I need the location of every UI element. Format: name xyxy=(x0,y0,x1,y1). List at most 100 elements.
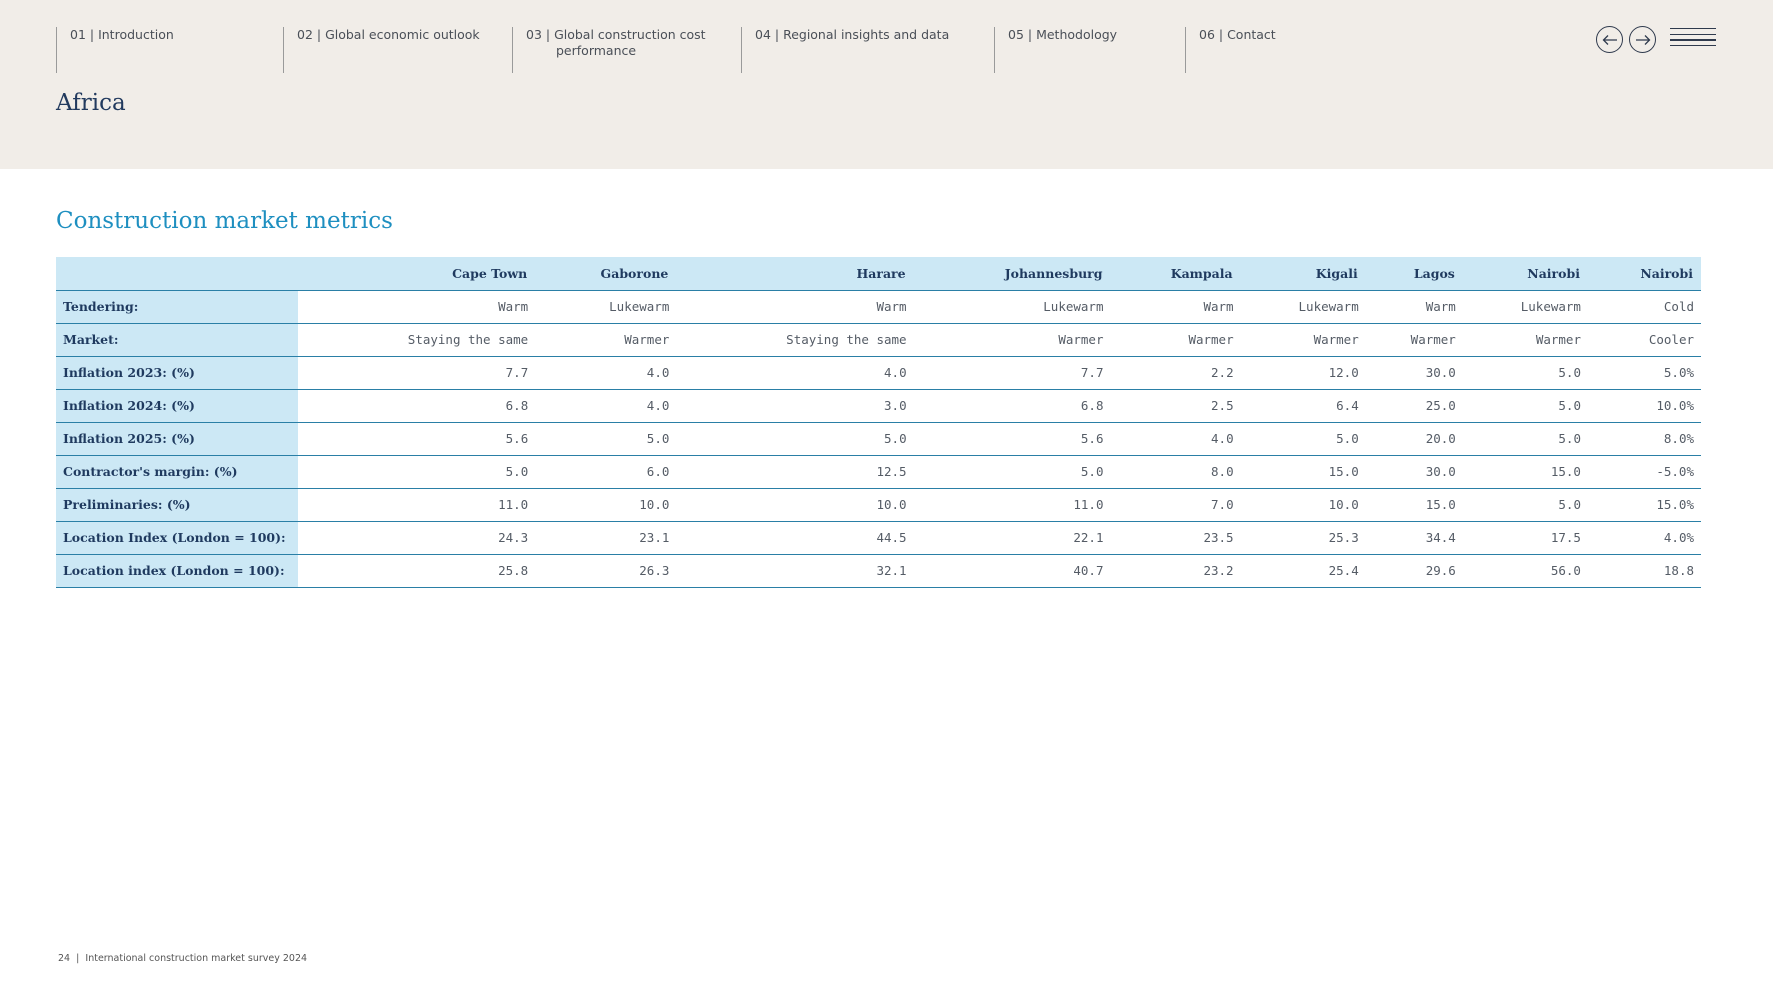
table-cell: 5.0 xyxy=(1462,389,1588,423)
table-cell: 6.0 xyxy=(535,455,677,489)
table-cell: 18.8 xyxy=(1587,554,1701,588)
table-cell: 10.0% xyxy=(1587,389,1701,423)
table-cell: 6.8 xyxy=(298,389,536,423)
table-cell: 4.0 xyxy=(676,356,914,390)
nav-item-introduction[interactable]: 01 | Introduction xyxy=(56,27,284,73)
table-cell: Warm xyxy=(1110,290,1241,324)
table-cell: 22.1 xyxy=(913,521,1111,555)
table-cell: 30.0 xyxy=(1365,356,1463,390)
construction-metrics-table: Cape Town Gaborone Harare Johannesburg K… xyxy=(56,257,1701,588)
table-cell: 2.2 xyxy=(1110,356,1241,390)
table-cell: 25.8 xyxy=(298,554,536,588)
table-cell: 10.0 xyxy=(535,488,677,522)
column-header: Cape Town xyxy=(298,257,536,291)
table-cell: 5.6 xyxy=(913,422,1111,456)
table-cell: 7.7 xyxy=(298,356,536,390)
table-cell: 5.0% xyxy=(1587,356,1701,390)
row-label: Preliminaries: (%) xyxy=(56,488,298,522)
nav-item-contact[interactable]: 06 | Contact xyxy=(1185,27,1345,73)
table-cell: 2.5 xyxy=(1110,389,1241,423)
table-cell: 4.0 xyxy=(535,356,677,390)
row-label: Inflation 2025: (%) xyxy=(56,422,298,456)
table-cell: Lukewarm xyxy=(535,290,677,324)
table-cell: Lukewarm xyxy=(1240,290,1366,324)
nav-item-label-line2: performance xyxy=(556,43,637,58)
column-header: Gaborone xyxy=(535,257,677,291)
column-header: Lagos xyxy=(1365,257,1463,291)
table-cell: 5.0 xyxy=(1462,488,1588,522)
table-cell: 23.2 xyxy=(1110,554,1241,588)
table-cell: 56.0 xyxy=(1462,554,1588,588)
table-cell: Warmer xyxy=(1110,323,1241,357)
table-cell: Lukewarm xyxy=(1462,290,1588,324)
footer-publication-title: International construction market survey… xyxy=(85,953,308,964)
table-cell: 44.5 xyxy=(676,521,914,555)
table-cell: 29.6 xyxy=(1365,554,1463,588)
table-cell: 23.5 xyxy=(1110,521,1241,555)
table-cell: 25.4 xyxy=(1240,554,1366,588)
column-header: Kampala xyxy=(1110,257,1241,291)
table-row: Location index (London = 100): 25.8 26.3 32… xyxy=(56,554,1701,588)
nav-item-label: 04 | Regional insights and data xyxy=(755,27,950,42)
next-page-button[interactable] xyxy=(1629,26,1656,53)
nav-item-regional-insights[interactable]: 04 | Regional insights and data xyxy=(741,27,994,73)
table-cell: 40.7 xyxy=(913,554,1111,588)
row-label: Contractor's margin: (%) xyxy=(56,455,298,489)
table-cell: 7.7 xyxy=(913,356,1111,390)
table-cell: 8.0% xyxy=(1587,422,1701,456)
column-header: Johannesburg xyxy=(913,257,1111,291)
table-cell: Staying the same xyxy=(298,323,536,357)
nav-item-label: 02 | Global economic outlook xyxy=(297,27,480,42)
row-label: Inflation 2023: (%) xyxy=(56,356,298,390)
table-cell: 5.0 xyxy=(535,422,677,456)
table-cell: Staying the same xyxy=(676,323,914,357)
page-footer: 24 | International construction market s… xyxy=(58,953,307,964)
row-label: Location Index (London = 100): xyxy=(56,521,298,555)
table-cell: 30.0 xyxy=(1365,455,1463,489)
table-cell: Cold xyxy=(1587,290,1701,324)
hamburger-menu-icon[interactable] xyxy=(1670,28,1716,50)
table-cell: 5.0 xyxy=(676,422,914,456)
row-label: Tendering: xyxy=(56,290,298,324)
table-cell: 6.4 xyxy=(1240,389,1366,423)
previous-page-button[interactable] xyxy=(1596,26,1623,53)
nav-item-label: 03 | Global construction cost xyxy=(526,27,706,42)
table-cell: Warm xyxy=(676,290,914,324)
table-cell: Cooler xyxy=(1587,323,1701,357)
nav-item-global-construction-cost[interactable]: 03 | Global construction cost performanc… xyxy=(512,27,741,73)
table-cell: Warmer xyxy=(535,323,677,357)
table-cell: 25.3 xyxy=(1240,521,1366,555)
table-cell: -5.0% xyxy=(1587,455,1701,489)
table-cell: Warmer xyxy=(1240,323,1366,357)
table-cell: 5.0 xyxy=(1462,356,1588,390)
table-cell: 7.0 xyxy=(1110,488,1241,522)
page-title: Africa xyxy=(56,90,126,116)
arrow-right-icon xyxy=(1635,34,1650,45)
table-cell: Warmer xyxy=(913,323,1111,357)
table-cell: 26.3 xyxy=(535,554,677,588)
table-header-row: Cape Town Gaborone Harare Johannesburg K… xyxy=(56,257,1701,291)
column-header: Nairobi xyxy=(1587,257,1701,291)
nav-item-label: 01 | Introduction xyxy=(70,27,174,42)
table-cell: 5.0 xyxy=(298,455,536,489)
table-row: Inflation 2023: (%) 7.7 4.0 4.0 7.7 2.2 12.0 30… xyxy=(56,356,1701,390)
table-cell: 5.0 xyxy=(1462,422,1588,456)
table-cell: 6.8 xyxy=(913,389,1111,423)
table-cell: 10.0 xyxy=(1240,488,1366,522)
row-label: Inflation 2024: (%) xyxy=(56,389,298,423)
nav-item-methodology[interactable]: 05 | Methodology xyxy=(994,27,1185,73)
table-cell: 5.0 xyxy=(913,455,1111,489)
table-row: Market: Staying the same Warmer Staying the… xyxy=(56,323,1701,357)
header-band: 01 | Introduction 02 | Global economic o… xyxy=(0,0,1773,169)
table-cell: 15.0 xyxy=(1365,488,1463,522)
nav-item-global-economic-outlook[interactable]: 02 | Global economic outlook xyxy=(283,27,512,73)
table-cell: 15.0 xyxy=(1462,455,1588,489)
table-cell: 3.0 xyxy=(676,389,914,423)
table-cell: Warmer xyxy=(1462,323,1588,357)
footer-separator: | xyxy=(76,953,80,964)
table-cell: 4.0 xyxy=(1110,422,1241,456)
table-cell: Warm xyxy=(298,290,536,324)
table-row: Preliminaries: (%) 11.0 10.0 10.0 11.0 7.0 10.… xyxy=(56,488,1701,522)
table-cell: 15.0 xyxy=(1240,455,1366,489)
table-cell: 20.0 xyxy=(1365,422,1463,456)
